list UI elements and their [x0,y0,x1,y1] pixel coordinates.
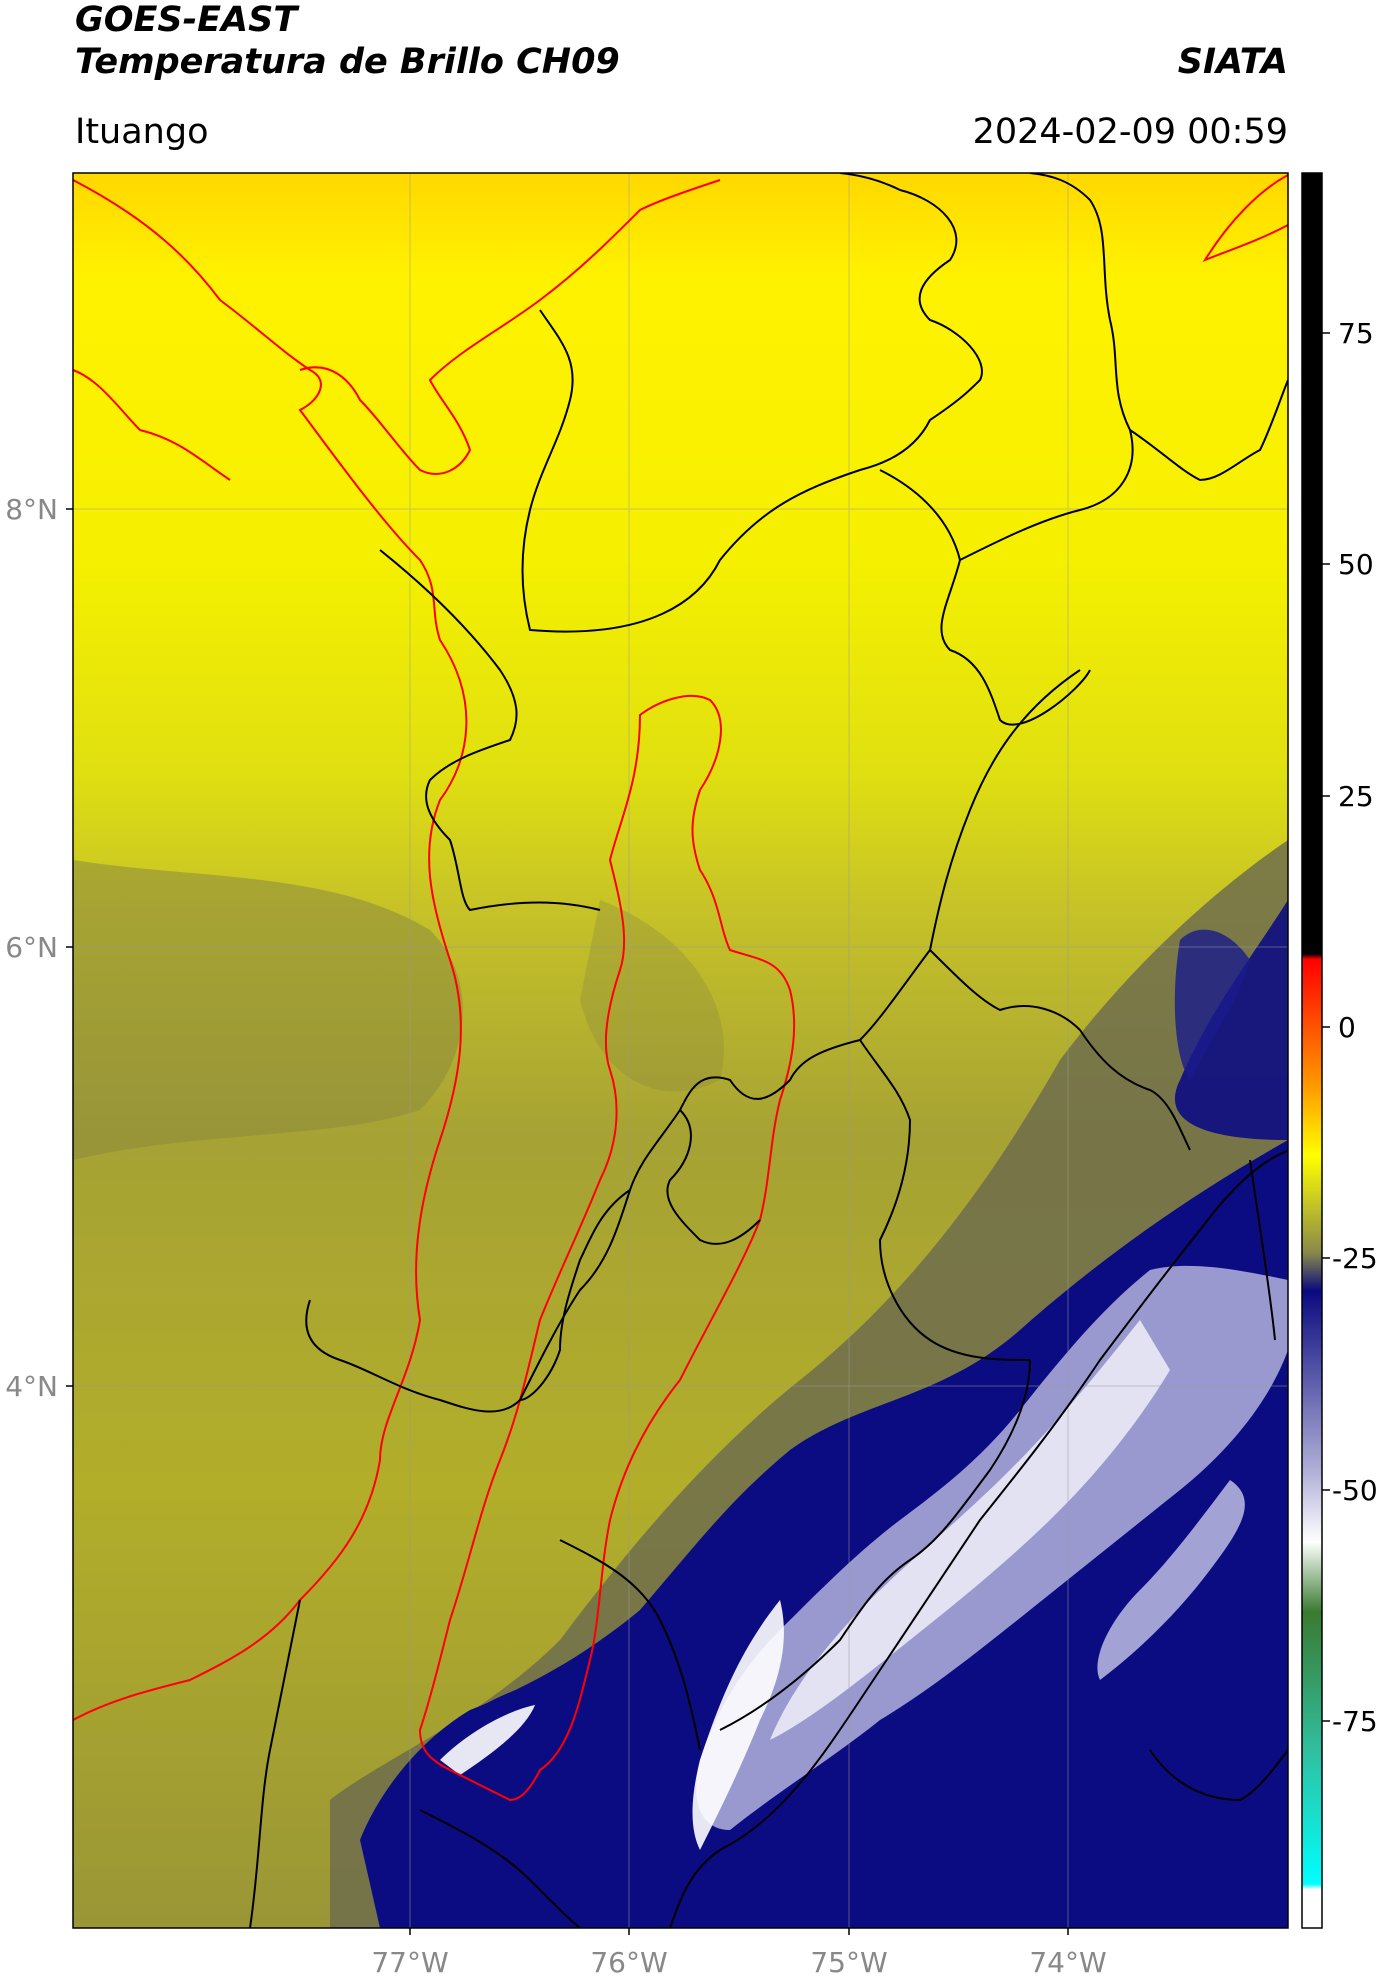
lat-label-6n: 6°N [5,931,58,964]
lon-label-77w: 77°W [371,1946,448,1979]
ituango-basin [418,695,796,1802]
colorbar: 75 50 25 0 -25 -50 -75 [1301,172,1378,1929]
map-frame [72,172,1289,1929]
colorbar-tick-minus50: -50 [1332,1474,1378,1507]
temperature-field [73,173,1288,1928]
datetime-label: 2024-02-09 00:59 [972,112,1288,152]
colorbar-tick-0: 0 [1338,1011,1356,1044]
colorbar-tick-minus75: -75 [1332,1705,1378,1738]
colorbar-tick-75: 75 [1338,317,1374,350]
colorbar-tick-25: 25 [1338,780,1374,813]
colorbar-tick-minus25: -25 [1332,1242,1378,1275]
lon-label-76w: 76°W [590,1946,667,1979]
department-borders [249,173,1288,1928]
lat-label-4n: 4°N [5,1370,58,1403]
colorbar-tick-50: 50 [1338,548,1374,581]
axis-ticks [66,508,1069,1935]
coastline [73,179,468,1721]
lon-label-75w: 75°W [810,1946,887,1979]
lon-label-74w: 74°W [1029,1946,1106,1979]
location-label: Ituango [75,112,209,152]
organization-label: SIATA [1177,42,1288,82]
map-subtitle: Temperatura de Brillo CH09 [75,42,620,82]
lat-label-8n: 8°N [5,493,58,526]
graticule [73,173,1288,1928]
map-title: GOES-EAST [75,0,298,40]
